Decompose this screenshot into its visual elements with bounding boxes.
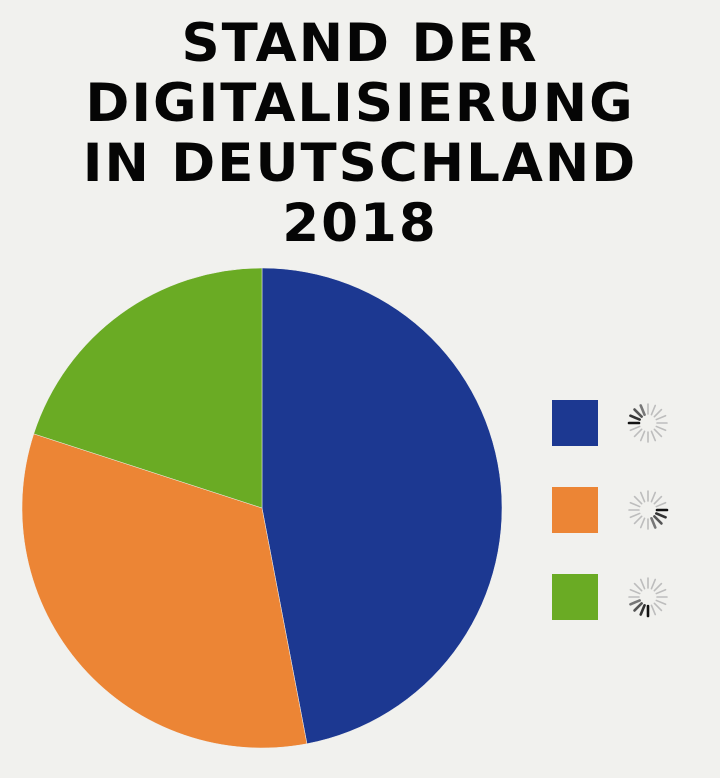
spinner-tick [653,428,663,438]
spinner-tick [639,578,646,590]
spinner-tick [639,430,646,442]
spinner-tick [655,588,667,595]
pie-slice-3 [33,267,263,509]
spinner-tick [633,582,643,592]
spinner-tick [650,430,657,442]
title-line-4: 2018 [282,193,438,254]
legend [552,400,669,620]
chart-title: STAND DER DIGITALISIERUNG IN DEUTSCHLAND… [0,14,720,254]
spinner-tick [633,602,643,612]
spinner-tick [653,495,663,505]
spinner-tick [650,491,657,503]
spinner-tick [629,414,641,421]
loading-spinner-icon [627,403,668,443]
spinner-tick [650,578,657,590]
spinner-tick [629,588,641,595]
spinner-tick [655,501,667,508]
title-line-3: IN DEUTSCHLAND [82,133,638,194]
loading-spinner-icon [628,577,668,618]
spinner-tick [633,428,643,438]
pie-slice-1 [261,267,503,745]
spinner-tick [653,408,663,418]
spinner-tick [639,517,646,529]
spinner-tick [633,515,643,525]
loading-spinner-icon [628,490,669,530]
spinner-tick [653,515,663,525]
spinner-tick [629,512,641,519]
spinner-tick [629,425,641,432]
pie-slices [21,267,503,749]
spinner-tick [629,599,641,606]
spinner-tick [639,404,646,416]
spinner-tick [653,602,663,612]
legend-swatch-1 [552,400,598,446]
spinner-tick [650,404,657,416]
pie-slice-2 [21,433,308,749]
spinner-tick [633,495,643,505]
title-line-2: DIGITALISIERUNG [85,73,635,134]
title-line-1: STAND DER [181,13,539,74]
legend-swatch-3 [552,574,598,620]
spinner-tick [655,425,667,432]
legend-swatch-2 [552,487,598,533]
spinner-tick [650,604,657,616]
spinner-tick [633,408,643,418]
spinner-tick [655,599,667,606]
spinner-tick [655,512,667,519]
spinner-tick [629,501,641,508]
spinner-tick [639,491,646,503]
spinner-tick [653,582,663,592]
spinner-tick [650,517,657,529]
spinner-tick [655,414,667,421]
spinner-tick [639,604,646,616]
